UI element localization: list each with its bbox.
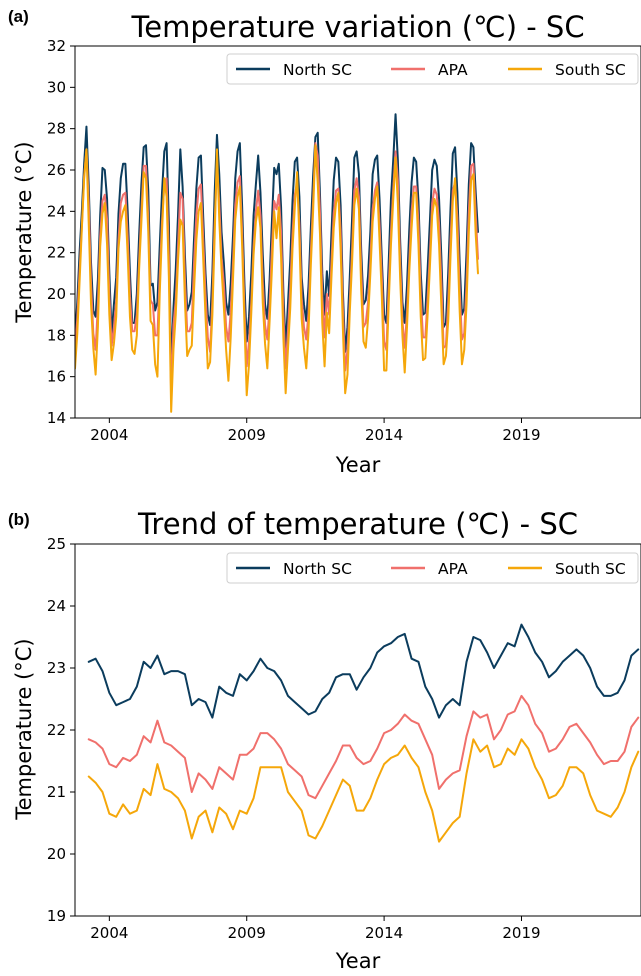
panel-a-series-line-north-sc bbox=[75, 113, 479, 374]
panel-a-legend: North SC APA South SC bbox=[226, 53, 639, 85]
panel-a-legend-north-sc: North SC bbox=[283, 61, 352, 79]
panel-a-y-tick-label-28: 28 bbox=[47, 120, 66, 138]
panel-b-legend: North SC APA South SC bbox=[226, 552, 639, 584]
panel-b-label: (b) bbox=[8, 510, 30, 529]
panel-a-title: Temperature variation (℃) - SC bbox=[130, 10, 584, 44]
panel-b-y-tick-label-21: 21 bbox=[47, 783, 66, 801]
panel-a-x-axis-label: Year bbox=[335, 453, 381, 477]
panel-b-x-axis-label: Year bbox=[335, 949, 381, 973]
panel-b-y-tick-label-23: 23 bbox=[47, 659, 66, 677]
panel-a-legend-box bbox=[226, 53, 639, 85]
panel-a-temperature-variation: (a) Temperature variation (℃) - SC Year … bbox=[8, 7, 641, 477]
panel-b-y-tick-label-22: 22 bbox=[47, 721, 66, 739]
panel-b-y-tick-label-20: 20 bbox=[47, 845, 66, 863]
panel-b-y-tick-label-19: 19 bbox=[47, 907, 66, 925]
panel-b-series-line-south-sc bbox=[87, 738, 640, 843]
panel-a-y-tick-label-32: 32 bbox=[47, 37, 66, 55]
panel-b-series-line-apa bbox=[87, 694, 640, 800]
panel-b-series-layer bbox=[87, 623, 640, 843]
panel-b-axis-ticks: 2004 2009 2014 2019 19 20 21 22 23 24 25 bbox=[47, 535, 541, 942]
panel-b-plot-area: 2004 2009 2014 2019 19 20 21 22 23 24 25 bbox=[47, 535, 641, 942]
panel-a-y-tick-label-22: 22 bbox=[47, 244, 66, 262]
panel-b-y-tick-label-24: 24 bbox=[47, 597, 66, 615]
panel-a-y-tick-label-30: 30 bbox=[47, 78, 66, 96]
panel-a-axes-frame bbox=[74, 45, 641, 419]
panel-a-plot-area: 2004 2009 2014 2019 14 16 18 20 22 24 26 28 30 32 bbox=[47, 37, 641, 444]
panel-a-x-tick-label-2014: 2014 bbox=[365, 426, 403, 444]
panel-b-temperature-trend: (b) Trend of temperature (℃) - SC Year T… bbox=[8, 507, 641, 973]
panel-a-x-tick-label-2004: 2004 bbox=[90, 426, 128, 444]
panel-b-x-tick-label-2009: 2009 bbox=[228, 924, 266, 942]
panel-a-label: (a) bbox=[8, 7, 29, 26]
panel-b-title: Trend of temperature (℃) - SC bbox=[137, 507, 578, 541]
panel-a-series-layer bbox=[75, 113, 479, 413]
panel-b-x-tick-label-2019: 2019 bbox=[502, 924, 540, 942]
panel-b-axes-frame bbox=[74, 543, 641, 917]
panel-a-y-tick-label-24: 24 bbox=[47, 202, 66, 220]
panel-a-axis-ticks: 2004 2009 2014 2019 14 16 18 20 22 24 26 28 30 32 bbox=[47, 37, 541, 444]
panel-a-legend-south-sc: South SC bbox=[555, 61, 626, 79]
panel-a-y-tick-label-18: 18 bbox=[47, 326, 66, 344]
panel-b-legend-south-sc: South SC bbox=[555, 560, 626, 578]
panel-b-series-line-north-sc bbox=[87, 623, 640, 719]
panel-a-series-line-south-sc bbox=[75, 144, 479, 413]
panel-a-y-tick-label-26: 26 bbox=[47, 161, 66, 179]
panel-b-x-tick-label-2004: 2004 bbox=[90, 924, 128, 942]
panel-a-y-tick-label-14: 14 bbox=[47, 409, 66, 427]
panel-a-y-axis-label: Temperature (°C) bbox=[12, 141, 36, 323]
panel-a-y-tick-label-16: 16 bbox=[47, 368, 66, 386]
panel-b-y-axis-label: Temperature (°C) bbox=[12, 638, 36, 820]
panel-a-y-tick-label-20: 20 bbox=[47, 285, 66, 303]
panel-b-y-tick-label-25: 25 bbox=[47, 535, 66, 553]
panel-b-x-tick-label-2014: 2014 bbox=[365, 924, 403, 942]
panel-b-legend-apa: APA bbox=[438, 560, 468, 578]
panel-b-legend-north-sc: North SC bbox=[283, 560, 352, 578]
panel-b-legend-box bbox=[226, 552, 639, 584]
panel-a-legend-apa: APA bbox=[438, 61, 468, 79]
panel-a-x-tick-label-2009: 2009 bbox=[228, 426, 266, 444]
panel-a-x-tick-label-2019: 2019 bbox=[502, 426, 540, 444]
